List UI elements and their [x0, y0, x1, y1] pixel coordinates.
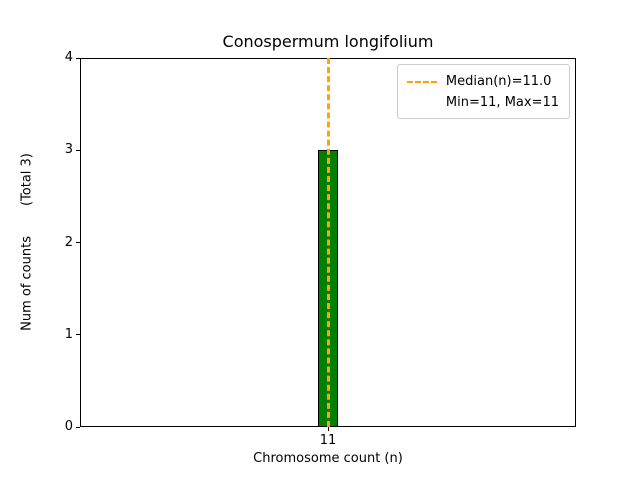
legend: Median(n)=11.0 Min=11, Max=11 — [396, 64, 570, 119]
y-tick-mark — [76, 149, 80, 151]
y-axis-label: Num of counts (Total 3) — [20, 153, 35, 331]
y-tick-label: 3 — [64, 142, 73, 158]
legend-minmax-label: Min=11, Max=11 — [445, 95, 559, 110]
median-line-legend-icon — [406, 80, 437, 83]
y-tick-label: 2 — [64, 234, 73, 250]
x-tick-mark — [327, 427, 329, 431]
y-tick-mark — [76, 242, 80, 243]
y-axis-label-total: (Total 3) — [19, 153, 35, 207]
x-axis-label: Chromosome count (n) — [253, 451, 403, 466]
y-tick-mark — [76, 334, 80, 336]
legend-entry-median: Median(n)=11.0 — [406, 73, 559, 90]
legend-entry-minmax: Min=11, Max=11 — [407, 94, 559, 111]
y-tick-label: 1 — [64, 326, 73, 342]
y-axis-label-main: Num of counts — [19, 236, 35, 331]
y-tick-label: 0 — [64, 419, 73, 434]
chart-title: Conospermum longifolium — [222, 32, 434, 51]
y-tick-mark — [76, 57, 80, 59]
y-tick-label: 4 — [64, 50, 73, 65]
legend-median-label: Median(n)=11.0 — [445, 74, 552, 89]
median-line — [326, 58, 330, 427]
x-tick-label: 11 — [319, 433, 337, 448]
y-tick-mark — [76, 426, 80, 428]
